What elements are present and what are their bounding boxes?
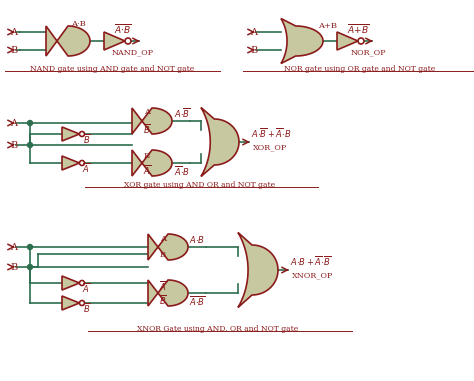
Polygon shape <box>62 296 80 310</box>
Text: B: B <box>250 45 257 54</box>
Polygon shape <box>337 32 358 50</box>
Text: NAND gate using AND gate and NOT gate: NAND gate using AND gate and NOT gate <box>30 65 194 73</box>
Text: A: A <box>10 118 17 128</box>
Circle shape <box>358 38 364 44</box>
Text: NOR_OP: NOR_OP <box>350 48 386 56</box>
Text: A: A <box>10 242 17 251</box>
Text: $\overline{B}$: $\overline{B}$ <box>143 122 151 136</box>
Circle shape <box>27 120 33 125</box>
Text: A: A <box>160 235 166 243</box>
Polygon shape <box>238 232 278 307</box>
Polygon shape <box>281 19 323 64</box>
Text: $A{\cdot}\overline{B}+\overline{A}{\cdot}B$: $A{\cdot}\overline{B}+\overline{A}{\cdot… <box>251 126 292 140</box>
Text: $\overline{A{+}B}$: $\overline{A{+}B}$ <box>347 22 369 36</box>
Text: A·B: A·B <box>71 20 85 28</box>
Text: XOR_OP: XOR_OP <box>253 143 287 151</box>
Polygon shape <box>62 127 80 141</box>
Text: $\overline{B}$: $\overline{B}$ <box>82 301 91 315</box>
Circle shape <box>80 280 84 285</box>
Text: B: B <box>160 251 166 259</box>
Text: XNOR_OP: XNOR_OP <box>292 271 333 279</box>
Text: $\overline{A}{\cdot}\overline{B}$: $\overline{A}{\cdot}\overline{B}$ <box>189 294 205 308</box>
Polygon shape <box>62 276 80 290</box>
Polygon shape <box>104 32 125 50</box>
Polygon shape <box>132 150 172 176</box>
Text: A: A <box>250 27 257 37</box>
Text: $A{\cdot}\overline{B}$: $A{\cdot}\overline{B}$ <box>173 106 190 120</box>
Text: A: A <box>144 108 150 116</box>
Polygon shape <box>132 108 172 134</box>
Circle shape <box>27 142 33 147</box>
Polygon shape <box>62 156 80 170</box>
Text: XOR gate using AND OR and NOT gate: XOR gate using AND OR and NOT gate <box>125 181 275 189</box>
Text: XNOR Gate using AND, OR and NOT gate: XNOR Gate using AND, OR and NOT gate <box>137 325 299 333</box>
Text: NOR gate using OR gate and NOT gate: NOR gate using OR gate and NOT gate <box>284 65 436 73</box>
Text: $A{\cdot}B+\overline{A}{\cdot}\overline{B}$: $A{\cdot}B+\overline{A}{\cdot}\overline{… <box>290 254 331 268</box>
Text: $\overline{A}{\cdot}B$: $\overline{A}{\cdot}B$ <box>174 164 190 178</box>
Text: $\overline{A}$: $\overline{A}$ <box>82 161 91 175</box>
Text: B: B <box>144 152 150 160</box>
Text: $\overline{A}$: $\overline{A}$ <box>143 163 151 177</box>
Polygon shape <box>148 234 188 260</box>
Text: A+B: A+B <box>319 22 337 30</box>
Text: B: B <box>10 263 17 272</box>
Circle shape <box>80 131 84 136</box>
Text: $\overline{A}$: $\overline{A}$ <box>82 281 91 295</box>
Text: $\overline{B}$: $\overline{B}$ <box>82 132 91 146</box>
Circle shape <box>125 38 131 44</box>
Text: B: B <box>10 45 17 54</box>
Text: B: B <box>10 141 17 149</box>
Circle shape <box>27 245 33 250</box>
Circle shape <box>80 160 84 165</box>
Polygon shape <box>46 26 90 56</box>
Polygon shape <box>148 280 188 306</box>
Circle shape <box>27 264 33 269</box>
Polygon shape <box>201 107 239 176</box>
Text: NAND_OP: NAND_OP <box>112 48 154 56</box>
Text: $\overline{A{\cdot}B}$: $\overline{A{\cdot}B}$ <box>114 22 132 36</box>
Text: $\overline{A}$: $\overline{A}$ <box>159 279 167 293</box>
Text: A: A <box>10 27 17 37</box>
Circle shape <box>80 301 84 306</box>
Text: $A{\cdot}B$: $A{\cdot}B$ <box>189 234 205 245</box>
Text: $\overline{B}$: $\overline{B}$ <box>159 293 167 307</box>
